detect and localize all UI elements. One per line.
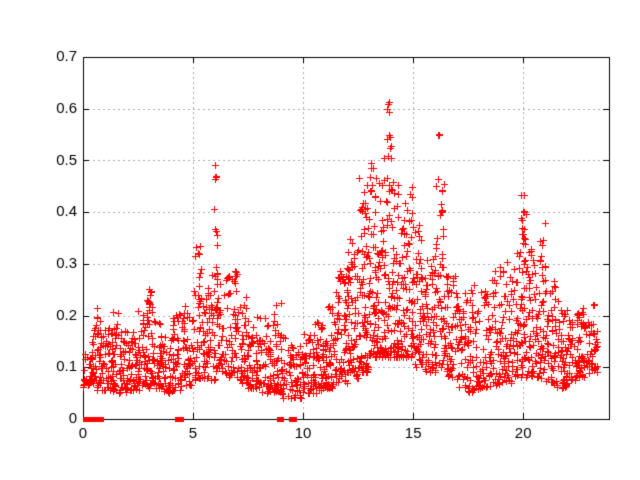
scatter-plot-canvas bbox=[0, 0, 640, 480]
gnuplot-figure: Day 350 of 2022, SRMTID for receiver hyd… bbox=[0, 0, 640, 480]
